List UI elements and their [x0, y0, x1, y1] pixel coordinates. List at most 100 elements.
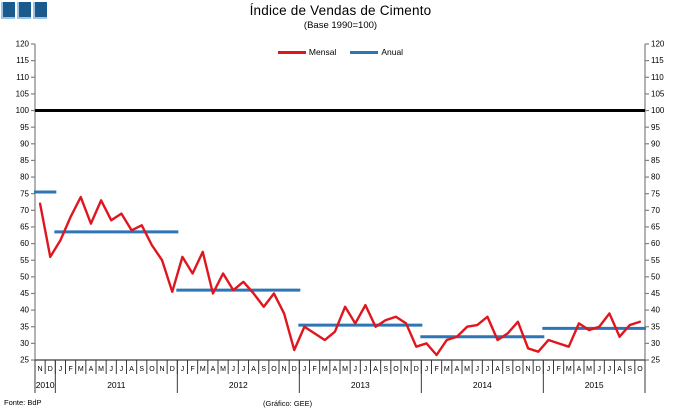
chart-title: Índice de Vendas de Cimento	[249, 3, 432, 18]
svg-text:J: J	[181, 366, 185, 373]
svg-text:A: A	[455, 366, 460, 373]
mensal-series-line	[38, 195, 642, 357]
svg-text:D: D	[292, 366, 297, 373]
svg-text:O: O	[637, 366, 643, 373]
y-axes: 25 30 35 40 45 50 55 60 65 70 75 80 85 90 95 100 105 110 1…	[16, 40, 665, 365]
svg-text:A: A	[251, 366, 256, 373]
svg-text:O: O	[393, 366, 399, 373]
svg-text:S: S	[383, 366, 388, 373]
svg-text:S: S	[261, 366, 266, 373]
svg-text:M: M	[200, 366, 206, 373]
svg-text:A: A	[577, 366, 582, 373]
svg-text:85: 85	[651, 156, 660, 165]
svg-text:M: M	[444, 366, 450, 373]
svg-text:80: 80	[651, 173, 660, 182]
svg-text:M: M	[464, 366, 470, 373]
svg-text:J: J	[608, 366, 612, 373]
svg-text:50: 50	[651, 272, 660, 281]
svg-text:A: A	[373, 366, 378, 373]
chart-subtitle: (Base 1990=100)	[303, 20, 378, 31]
svg-text:N: N	[282, 366, 287, 373]
svg-text:S: S	[505, 366, 510, 373]
svg-text:45: 45	[20, 289, 29, 298]
svg-text:30: 30	[651, 339, 660, 348]
svg-text:M: M	[322, 366, 328, 373]
svg-text:F: F	[68, 366, 72, 373]
svg-text:D: D	[48, 366, 53, 373]
anual-series	[34, 190, 646, 339]
svg-text:70: 70	[20, 206, 29, 215]
svg-text:110: 110	[16, 73, 29, 82]
svg-text:J: J	[486, 366, 490, 373]
svg-text:115: 115	[16, 56, 29, 65]
svg-text:D: D	[170, 366, 175, 373]
svg-text:75: 75	[20, 189, 29, 198]
svg-text:105: 105	[16, 89, 30, 98]
svg-text:25: 25	[20, 356, 29, 365]
svg-text:N: N	[160, 366, 165, 373]
svg-text:35: 35	[20, 322, 29, 331]
svg-text:30: 30	[20, 339, 29, 348]
svg-text:M: M	[342, 366, 348, 373]
legend-label-mensal: Mensal	[308, 47, 337, 57]
svg-text:A: A	[89, 366, 94, 373]
svg-text:65: 65	[20, 223, 29, 232]
svg-text:J: J	[598, 366, 602, 373]
svg-text:55: 55	[20, 256, 29, 265]
svg-text:A: A	[129, 366, 134, 373]
svg-text:F: F	[190, 366, 194, 373]
logo-square-2	[17, 2, 31, 19]
svg-text:2010: 2010	[36, 380, 55, 390]
svg-text:95: 95	[20, 123, 29, 132]
svg-text:J: J	[364, 366, 368, 373]
svg-text:50: 50	[20, 272, 29, 281]
svg-text:J: J	[476, 366, 480, 373]
svg-text:O: O	[149, 366, 155, 373]
svg-text:40: 40	[20, 306, 29, 315]
svg-text:D: D	[414, 366, 419, 373]
svg-text:A: A	[617, 366, 622, 373]
svg-text:M: M	[98, 366, 104, 373]
svg-text:F: F	[556, 366, 560, 373]
svg-text:60: 60	[20, 239, 29, 248]
svg-text:J: J	[120, 366, 124, 373]
svg-text:65: 65	[651, 223, 660, 232]
svg-text:120: 120	[16, 40, 30, 49]
svg-text:55: 55	[651, 256, 660, 265]
svg-text:J: J	[547, 366, 551, 373]
mensal-line-swatch	[277, 50, 306, 54]
legend-item-anual: Anual	[350, 47, 403, 57]
svg-text:J: J	[303, 366, 307, 373]
svg-text:D: D	[536, 366, 541, 373]
svg-text:2012: 2012	[229, 380, 248, 390]
svg-text:J: J	[425, 366, 429, 373]
svg-text:J: J	[110, 366, 114, 373]
svg-text:F: F	[434, 366, 438, 373]
svg-text:J: J	[242, 366, 246, 373]
legend-item-mensal: Mensal	[277, 47, 337, 57]
logo-square-3	[33, 2, 47, 19]
svg-text:2014: 2014	[473, 380, 492, 390]
svg-text:N: N	[38, 366, 43, 373]
svg-text:S: S	[139, 366, 144, 373]
svg-text:40: 40	[651, 306, 660, 315]
svg-text:110: 110	[651, 73, 664, 82]
svg-text:100: 100	[651, 106, 665, 115]
logo	[1, 2, 47, 19]
svg-text:25: 25	[651, 356, 660, 365]
svg-text:A: A	[333, 366, 338, 373]
svg-text:100: 100	[16, 106, 30, 115]
svg-text:75: 75	[651, 189, 660, 198]
svg-text:2013: 2013	[351, 380, 370, 390]
svg-text:105: 105	[651, 89, 665, 98]
svg-text:2015: 2015	[585, 380, 604, 390]
anual-line-swatch	[350, 50, 379, 54]
svg-text:M: M	[78, 366, 84, 373]
svg-text:95: 95	[651, 123, 660, 132]
svg-text:F: F	[312, 366, 316, 373]
svg-text:35: 35	[651, 322, 660, 331]
logo-square-1	[1, 2, 15, 19]
svg-text:M: M	[586, 366, 592, 373]
